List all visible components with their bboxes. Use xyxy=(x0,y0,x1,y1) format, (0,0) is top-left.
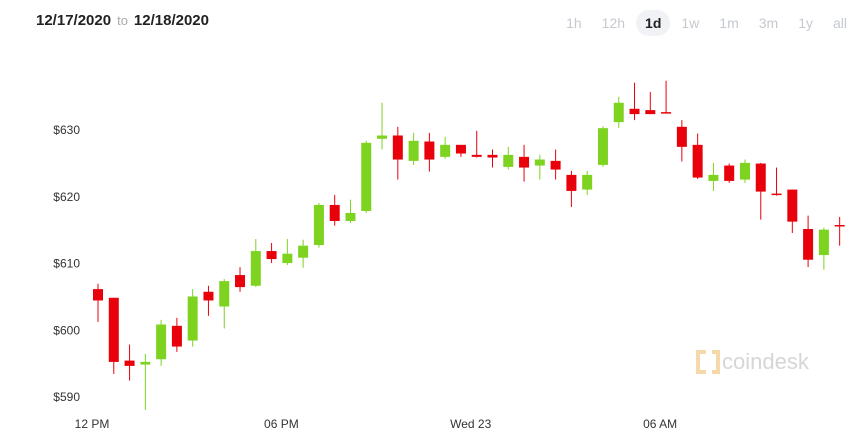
candle-body xyxy=(692,144,703,178)
candle-body xyxy=(534,159,545,166)
x-tick-label: 06 PM xyxy=(264,417,299,431)
candle-body xyxy=(708,174,719,181)
candle-body xyxy=(219,281,230,307)
y-tick-label: $610 xyxy=(53,257,80,271)
candle-body xyxy=(440,144,451,157)
candle-body xyxy=(566,174,577,191)
watermark: coindesk xyxy=(696,349,810,374)
y-tick-label: $630 xyxy=(53,123,80,137)
candle-body xyxy=(755,163,766,192)
x-tick-label: Wed 23 xyxy=(450,417,491,431)
candle-body xyxy=(266,251,277,260)
candle-body xyxy=(455,144,466,154)
date-range: 12/17/2020 to 12/18/2020 xyxy=(36,12,209,29)
candle-body xyxy=(519,156,530,168)
candle-body xyxy=(787,189,798,222)
candle-body xyxy=(345,212,356,221)
x-tick-label: 06 AM xyxy=(643,417,677,431)
candle-body xyxy=(582,174,593,190)
y-tick-label: $590 xyxy=(53,390,80,404)
range-button[interactable]: 12h xyxy=(601,15,626,31)
range-button[interactable]: 1m xyxy=(719,15,739,31)
candle-body xyxy=(156,324,167,360)
candle-body xyxy=(724,165,735,181)
y-tick-label: $620 xyxy=(53,190,80,204)
candle-body xyxy=(503,154,514,167)
candle-body xyxy=(203,291,214,301)
candle-body xyxy=(550,160,561,170)
candle-body xyxy=(613,102,624,123)
range-selector: 1h 12h 1d 1w 1m 3m 1y all xyxy=(557,10,856,36)
y-tick-label: $600 xyxy=(53,323,80,337)
candle-body xyxy=(645,110,656,115)
candle-body xyxy=(298,245,309,258)
candle-body xyxy=(235,275,246,288)
candle-body xyxy=(377,135,388,139)
range-button[interactable]: all xyxy=(832,15,847,31)
candle-body xyxy=(171,325,182,347)
candle-body xyxy=(818,229,829,256)
candle-body xyxy=(361,142,372,211)
candle-body xyxy=(108,297,119,362)
date-from: 12/17/2020 xyxy=(36,12,112,29)
candle-body xyxy=(834,224,845,227)
range-button[interactable]: 1h xyxy=(566,15,582,31)
candle-body xyxy=(187,296,198,341)
x-tick-label: 12 PM xyxy=(75,417,110,431)
candle-body xyxy=(392,135,403,160)
candle-body xyxy=(124,360,135,366)
candle-body xyxy=(487,154,498,158)
range-button[interactable]: 3m xyxy=(758,15,779,31)
candle-body xyxy=(282,253,293,264)
candle-body xyxy=(471,154,482,157)
watermark-text: coindesk xyxy=(722,349,810,374)
candle-body xyxy=(140,361,151,365)
candle-body xyxy=(93,289,103,301)
candle-body xyxy=(250,251,261,286)
candle-body xyxy=(676,126,687,147)
range-button[interactable]: 1w xyxy=(681,15,700,31)
date-to: 12/18/2020 xyxy=(133,12,209,29)
date-to-word: to xyxy=(117,13,128,28)
range-button[interactable]: 1d xyxy=(636,10,671,36)
candle-body xyxy=(771,193,782,196)
candle-body xyxy=(597,128,608,165)
candle-body xyxy=(629,108,640,115)
candle-body xyxy=(803,228,814,260)
candle-body xyxy=(408,140,419,161)
candle-body xyxy=(313,204,324,246)
candle-body xyxy=(739,162,750,180)
watermark-logo xyxy=(696,350,720,374)
candle-body xyxy=(329,204,340,221)
candle-body xyxy=(661,112,672,114)
candle-body xyxy=(424,141,435,160)
range-button[interactable]: 1y xyxy=(798,15,813,31)
